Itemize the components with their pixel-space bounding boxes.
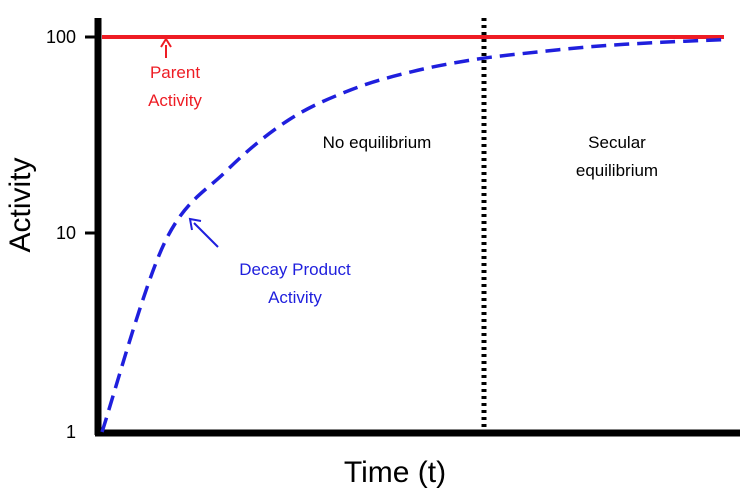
parent-arrow-head xyxy=(160,37,172,48)
decay-product-label-line1: Decay Product xyxy=(239,260,351,279)
region-label-secular-line1: Secular xyxy=(588,133,646,152)
y-tick-100: 100 xyxy=(46,27,76,47)
decay-product-activity-line xyxy=(100,37,725,433)
region-label-no-equilibrium: No equilibrium xyxy=(323,133,432,152)
x-axis-title: Time (t) xyxy=(344,456,446,489)
decay-product-arrow xyxy=(193,222,219,248)
decay-product-arrow-head xyxy=(188,217,202,231)
y-tick-10: 10 xyxy=(56,223,76,243)
parent-label-line1: Parent xyxy=(150,63,200,82)
y-tick-1: 1 xyxy=(66,422,76,442)
parent-label-line2: Activity xyxy=(148,91,202,110)
region-label-secular-line2: equilibrium xyxy=(576,161,658,180)
y-axis-title: Activity xyxy=(4,157,37,252)
decay-product-label-line2: Activity xyxy=(268,288,322,307)
